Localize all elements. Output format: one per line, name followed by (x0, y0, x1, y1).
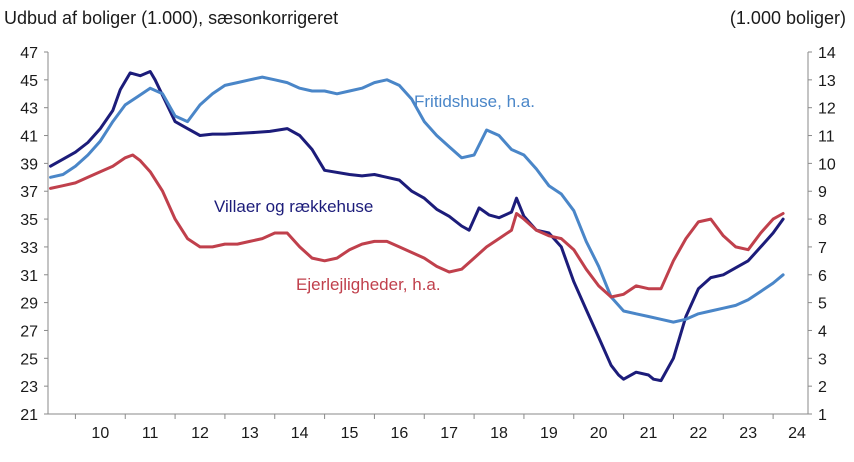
x-tick-label: 21 (640, 425, 658, 442)
x-tick-label: 22 (689, 425, 707, 442)
left-tick-label: 23 (20, 379, 38, 396)
x-tick-label: 20 (590, 425, 608, 442)
right-tick-label: 7 (818, 240, 827, 257)
left-tick-label: 39 (20, 156, 38, 173)
right-tick-label: 5 (818, 296, 827, 313)
series-label-3: Ejerlejligheder, h.a. (296, 275, 441, 294)
x-tick-label: 12 (191, 425, 209, 442)
left-tick-label: 43 (20, 101, 38, 118)
x-tick-label: 15 (341, 425, 359, 442)
x-tick-label: 19 (540, 425, 558, 442)
left-tick-label: 35 (20, 212, 38, 229)
series-line-1 (49, 70, 785, 383)
x-tick-label: 18 (490, 425, 508, 442)
right-tick-label: 14 (818, 45, 836, 62)
x-tick-label: 11 (142, 425, 159, 442)
series-label-1: Villaer og rækkehuse (214, 197, 373, 216)
right-axis-title: (1.000 boliger) (729, 8, 846, 28)
x-tick-label: 14 (291, 425, 309, 442)
right-tick-label: 8 (818, 212, 827, 229)
right-tick-label: 9 (818, 184, 827, 201)
series-line-3 (49, 153, 785, 299)
right-tick-label: 10 (818, 156, 836, 173)
x-tick-label: 23 (739, 425, 757, 442)
left-tick-label: 21 (20, 407, 38, 424)
left-tick-label: 41 (20, 129, 38, 146)
right-tick-label: 4 (818, 323, 827, 340)
chart-title: Udbud af boliger (1.000), sæsonkorrigere… (4, 8, 339, 28)
x-tick-label: 13 (241, 425, 259, 442)
right-tick-label: 2 (818, 379, 827, 396)
right-tick-label: 12 (818, 101, 836, 118)
left-tick-label: 29 (20, 296, 38, 313)
left-tick-label: 27 (20, 323, 38, 340)
right-tick-label: 13 (818, 73, 836, 90)
x-tick-label: 24 (788, 425, 806, 442)
left-tick-label: 47 (20, 45, 38, 62)
x-tick-label: 10 (91, 425, 109, 442)
left-tick-label: 37 (20, 184, 38, 201)
left-tick-label: 45 (20, 73, 38, 90)
x-tick-label: 16 (390, 425, 408, 442)
right-tick-label: 11 (818, 129, 835, 146)
right-tick-label: 6 (818, 268, 827, 285)
series-line-2 (49, 75, 785, 324)
left-tick-label: 33 (20, 240, 38, 257)
right-tick-label: 1 (818, 407, 827, 424)
right-tick-label: 3 (818, 351, 827, 368)
x-tick-label: 17 (440, 425, 458, 442)
series-label-2: Fritidshuse, h.a. (414, 92, 535, 111)
left-tick-label: 25 (20, 351, 38, 368)
left-tick-label: 31 (20, 268, 38, 285)
